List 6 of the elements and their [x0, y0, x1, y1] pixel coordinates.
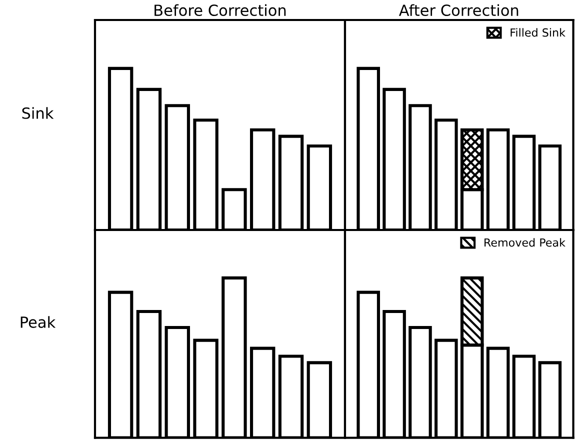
legend-label: Filled Sink — [510, 28, 566, 37]
chart-title: Before Correction — [154, 4, 286, 16]
y-axis-title: Peak — [20, 316, 56, 328]
legend-label: Removed Peak — [484, 238, 566, 247]
y-axis-title: Sink — [22, 107, 54, 119]
chart-title: After Correction — [398, 4, 518, 16]
